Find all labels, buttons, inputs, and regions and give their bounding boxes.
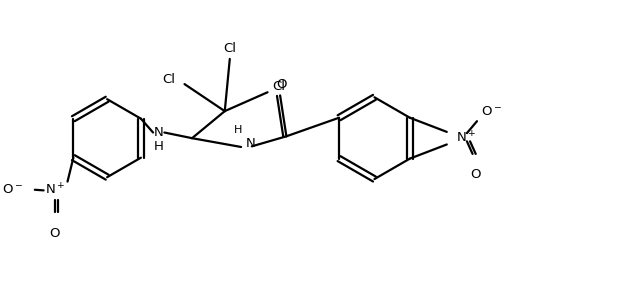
- Text: O$^-$: O$^-$: [3, 183, 24, 196]
- Text: O: O: [50, 227, 60, 240]
- Text: N: N: [154, 126, 164, 139]
- Text: N$^+$: N$^+$: [456, 130, 477, 145]
- Text: Cl: Cl: [272, 80, 285, 93]
- Text: Cl: Cl: [163, 73, 176, 86]
- Text: O: O: [276, 78, 287, 91]
- Text: H: H: [154, 140, 164, 153]
- Text: Cl: Cl: [223, 42, 236, 55]
- Text: O: O: [470, 168, 481, 181]
- Text: N: N: [246, 137, 255, 150]
- Text: H: H: [234, 125, 242, 135]
- Text: O$^-$: O$^-$: [481, 105, 502, 118]
- Text: N$^+$: N$^+$: [45, 183, 65, 198]
